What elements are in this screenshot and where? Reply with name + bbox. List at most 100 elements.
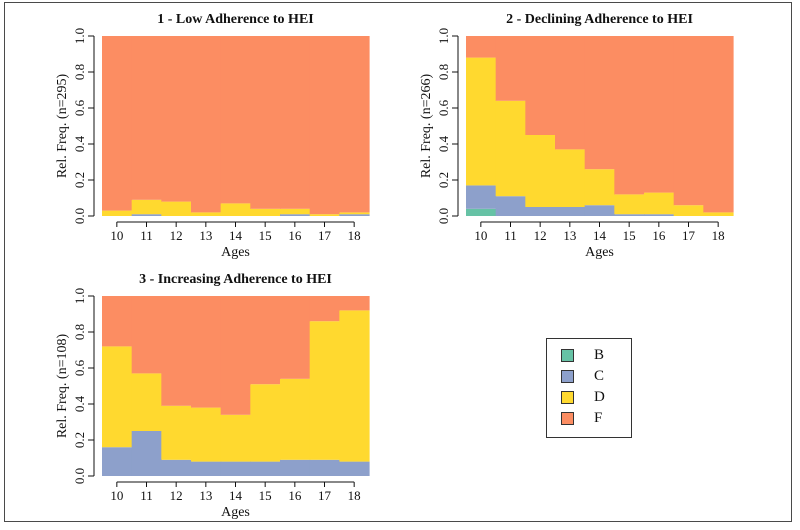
bar-segment-d-age-16 bbox=[280, 378, 311, 460]
bar-segment-d-age-10 bbox=[466, 57, 497, 186]
bar-segment-f-age-12 bbox=[525, 36, 556, 135]
bar-segment-d-age-13 bbox=[191, 212, 222, 216]
bar-segment-c-age-16 bbox=[280, 459, 311, 476]
bar-segment-d-age-11 bbox=[131, 373, 162, 431]
y-tick-label-1.0: 1.0 bbox=[72, 28, 87, 44]
y-tick-label-1.0: 1.0 bbox=[72, 288, 87, 304]
x-tick-label-16: 16 bbox=[288, 488, 302, 503]
bar-segment-d-age-14 bbox=[220, 414, 251, 462]
x-tick-label-10: 10 bbox=[110, 488, 123, 503]
y-axis-label: Rel. Freq. (n=266) bbox=[419, 74, 434, 179]
bar-segment-d-age-10 bbox=[102, 346, 133, 448]
bar-segment-d-age-15 bbox=[250, 384, 281, 462]
bar-segment-c-age-13 bbox=[555, 207, 586, 216]
bar-segment-c-age-17 bbox=[309, 459, 340, 476]
bar-segment-f-age-18 bbox=[339, 36, 370, 213]
bar-segment-d-age-10 bbox=[102, 210, 133, 216]
legend-label-b: B bbox=[594, 347, 605, 363]
x-tick-label-13: 13 bbox=[563, 228, 576, 243]
x-tick-label-14: 14 bbox=[229, 488, 243, 503]
bar-segment-c-age-10 bbox=[466, 185, 497, 209]
bar-segment-c-age-10 bbox=[102, 447, 133, 476]
x-tick-label-17: 17 bbox=[318, 488, 332, 503]
x-axis-label: Ages bbox=[221, 505, 250, 520]
x-tick-label-15: 15 bbox=[259, 228, 272, 243]
bar-segment-c-age-16 bbox=[280, 214, 311, 216]
bar-segment-f-age-11 bbox=[131, 36, 162, 200]
bar-segment-d-age-16 bbox=[644, 192, 675, 215]
x-axis-label: Ages bbox=[221, 245, 250, 260]
legend-entry-c: C bbox=[561, 366, 631, 387]
y-tick-label-0.4: 0.4 bbox=[72, 135, 87, 152]
bar-segment-f-age-15 bbox=[250, 296, 281, 385]
y-tick-label-0.4: 0.4 bbox=[436, 135, 451, 152]
bar-segment-c-age-15 bbox=[250, 461, 281, 476]
bar-segment-c-age-18 bbox=[339, 461, 370, 476]
y-tick-label-0.6: 0.6 bbox=[436, 99, 451, 116]
legend-label-c: C bbox=[594, 368, 605, 384]
bar-segment-c-age-18 bbox=[339, 214, 370, 216]
y-tick-label-0.8: 0.8 bbox=[72, 64, 87, 80]
x-tick-label-18: 18 bbox=[712, 228, 725, 243]
bar-segment-f-age-10 bbox=[102, 36, 133, 211]
legend-label-d: D bbox=[594, 389, 605, 405]
bar-segment-f-age-13 bbox=[191, 36, 222, 213]
y-tick-label-0.0: 0.0 bbox=[436, 208, 451, 224]
x-tick-label-12: 12 bbox=[534, 228, 547, 243]
y-tick-label-0.6: 0.6 bbox=[72, 99, 87, 116]
x-tick-label-11: 11 bbox=[140, 488, 153, 503]
x-tick-label-13: 13 bbox=[199, 228, 212, 243]
y-tick-label-0.8: 0.8 bbox=[436, 64, 451, 80]
bar-segment-c-age-15 bbox=[614, 214, 645, 216]
legend-swatch-d bbox=[561, 391, 574, 404]
bar-segment-f-age-14 bbox=[220, 296, 251, 415]
y-tick-label-0.2: 0.2 bbox=[436, 172, 451, 188]
bar-segment-c-age-14 bbox=[584, 205, 615, 216]
bar-segment-d-age-17 bbox=[309, 214, 340, 216]
x-tick-label-16: 16 bbox=[288, 228, 302, 243]
x-tick-label-18: 18 bbox=[348, 228, 361, 243]
bar-segment-d-age-15 bbox=[250, 208, 281, 216]
y-tick-label-0.4: 0.4 bbox=[72, 395, 87, 412]
bar-segment-f-age-14 bbox=[220, 36, 251, 204]
bar-segment-f-age-10 bbox=[466, 36, 497, 58]
bar-segment-f-age-12 bbox=[161, 296, 192, 406]
bar-segment-f-age-17 bbox=[673, 36, 704, 206]
legend-swatch-c bbox=[561, 370, 574, 383]
x-tick-label-17: 17 bbox=[318, 228, 332, 243]
bar-segment-f-age-11 bbox=[131, 296, 162, 374]
x-tick-label-10: 10 bbox=[474, 228, 487, 243]
y-axis-label: Rel. Freq. (n=108) bbox=[55, 334, 70, 439]
bar-segment-f-age-17 bbox=[309, 36, 340, 215]
legend: B C D F bbox=[546, 338, 632, 438]
bar-segment-d-age-12 bbox=[525, 135, 556, 207]
panel-title: 3 - Increasing Adherence to HEI bbox=[139, 272, 332, 287]
y-axis-label: Rel. Freq. (n=295) bbox=[55, 74, 70, 179]
panel-2: 0.0 0.2 0.4 0.6 0.8 1.0 10 11 12 13 14 15 16 17 18 2 - … bbox=[419, 12, 734, 260]
bar-segment-f-age-13 bbox=[191, 296, 222, 408]
bar-segment-d-age-14 bbox=[584, 169, 615, 206]
bar-segment-d-age-17 bbox=[309, 321, 340, 460]
panel-3: 0.0 0.2 0.4 0.6 0.8 1.0 10 11 12 13 14 15 16 17 18 3 - … bbox=[55, 272, 370, 520]
x-tick-label-17: 17 bbox=[682, 228, 696, 243]
legend-entry-b: B bbox=[561, 345, 631, 366]
bar-segment-f-age-15 bbox=[250, 36, 281, 209]
bar-segment-c-age-14 bbox=[220, 461, 251, 476]
x-axis-label: Ages bbox=[585, 245, 614, 260]
x-tick-label-10: 10 bbox=[110, 228, 123, 243]
y-tick-label-0.0: 0.0 bbox=[72, 468, 87, 484]
panel-1: 0.0 0.2 0.4 0.6 0.8 1.0 10 11 12 13 14 15 16 17 18 1 - … bbox=[55, 12, 370, 260]
bar-segment-b-age-10 bbox=[466, 208, 497, 216]
bar-segment-f-age-12 bbox=[161, 36, 192, 202]
bar-segment-d-age-11 bbox=[131, 199, 162, 215]
bar-segment-d-age-13 bbox=[191, 407, 222, 462]
bar-segment-f-age-10 bbox=[102, 296, 133, 347]
figure-frame bbox=[4, 2, 792, 522]
legend-entry-f: F bbox=[561, 408, 631, 429]
bar-segment-f-age-18 bbox=[703, 36, 734, 213]
x-tick-label-15: 15 bbox=[623, 228, 636, 243]
bar-segment-d-age-11 bbox=[495, 100, 526, 197]
x-tick-label-14: 14 bbox=[229, 228, 243, 243]
bar-segment-c-age-13 bbox=[191, 461, 222, 476]
